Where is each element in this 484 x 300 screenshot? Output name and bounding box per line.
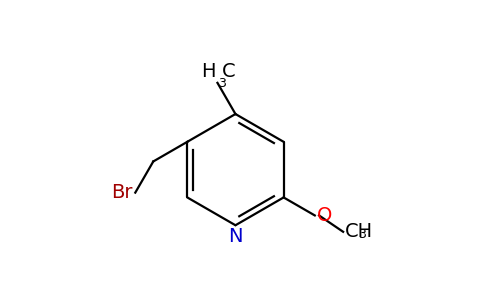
Text: 3: 3 <box>359 228 366 241</box>
Text: O: O <box>317 206 332 225</box>
Text: H: H <box>201 62 216 81</box>
Text: N: N <box>228 227 242 246</box>
Text: CH: CH <box>345 222 373 241</box>
Text: C: C <box>222 62 235 81</box>
Text: 3: 3 <box>218 77 226 90</box>
Text: Br: Br <box>111 183 133 202</box>
